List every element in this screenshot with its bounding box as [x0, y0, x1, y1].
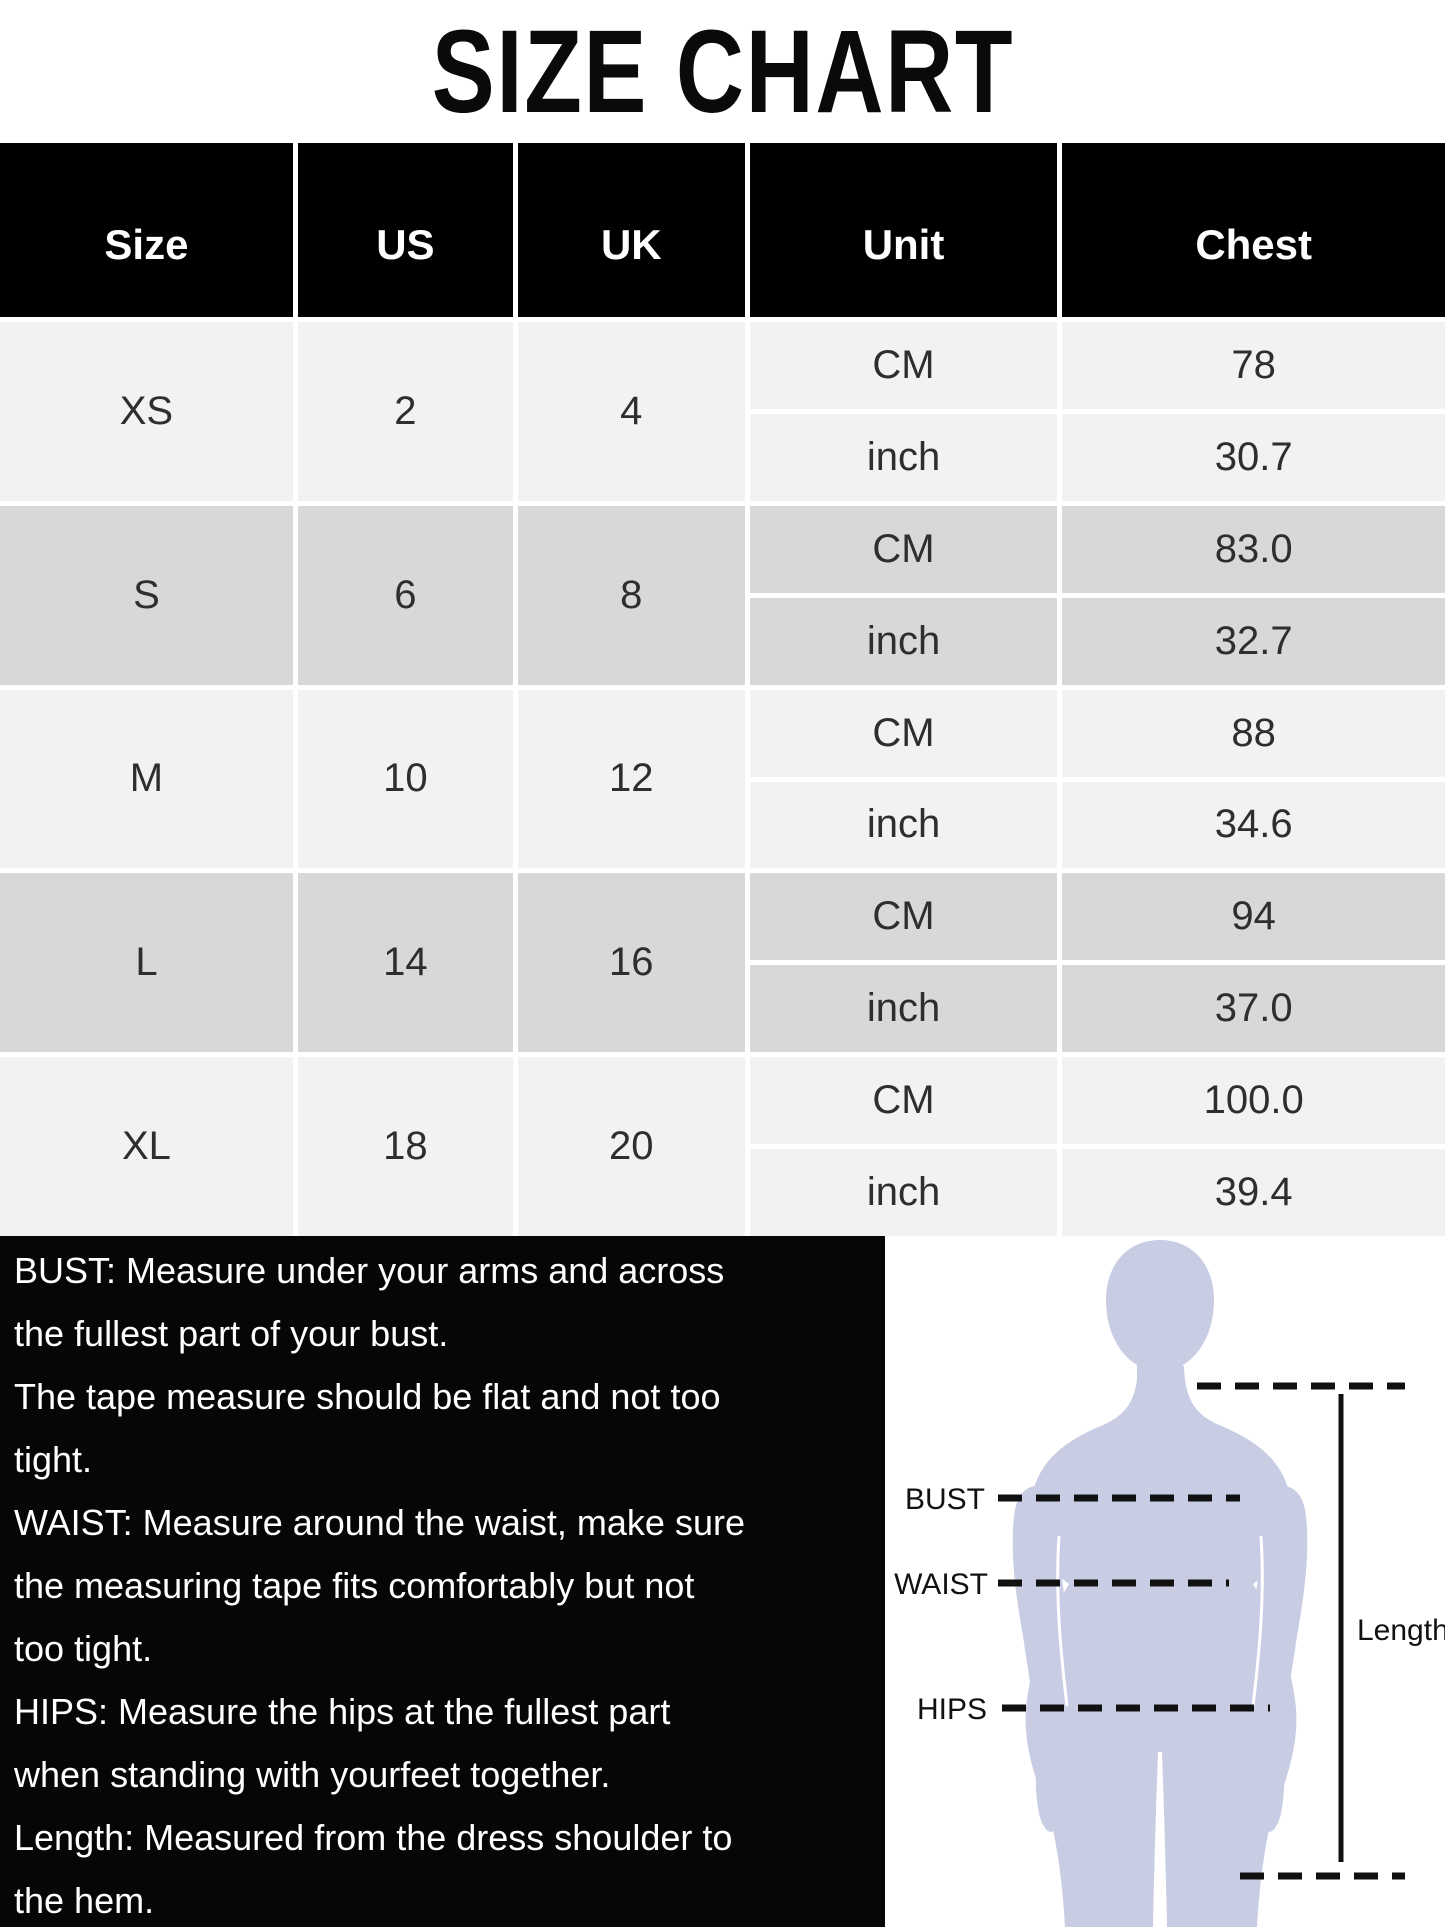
bottom-section: BUST: Measure under your arms and across…: [0, 1236, 1445, 1927]
chest-inch-cell: 37.0: [1062, 965, 1445, 1053]
instruction-line: too tight.: [14, 1628, 153, 1669]
instruction-line: tight.: [14, 1439, 93, 1480]
us-cell: 14: [297, 873, 513, 1053]
unit-inch-cell: inch: [749, 965, 1058, 1053]
instruction-line: when standing with yourfeet together.: [14, 1754, 611, 1795]
size-cell: M: [0, 689, 293, 869]
size-cell: XL: [0, 1057, 293, 1236]
page-title: SIZE CHART: [431, 5, 1014, 138]
size-cell: S: [0, 505, 293, 685]
instruction-line: The tape measure should be flat and not …: [14, 1376, 721, 1417]
unit-inch-cell: inch: [749, 1149, 1058, 1236]
page-title-bar: SIZE CHART: [0, 0, 1445, 143]
size-cell: XS: [0, 322, 293, 501]
measuring-instructions: BUST: Measure under your arms and across…: [0, 1236, 885, 1927]
instruction-line: the fullest part of your bust.: [14, 1313, 449, 1354]
uk-cell: 20: [517, 1057, 745, 1236]
instruction-line: HIPS: Measure the hips at the fullest pa…: [14, 1691, 671, 1732]
uk-cell: 12: [517, 689, 745, 869]
col-header-us: US: [297, 143, 513, 317]
length-label: Length: [1357, 1614, 1445, 1647]
instruction-line: Length: Measured from the dress shoulder…: [14, 1817, 733, 1858]
unit-cm-cell: CM: [749, 689, 1058, 777]
us-cell: 10: [297, 689, 513, 869]
chest-cm-cell: 78: [1062, 322, 1445, 409]
chest-inch-cell: 34.6: [1062, 781, 1445, 869]
bust-label: BUST: [905, 1483, 985, 1516]
chest-inch-cell: 30.7: [1062, 413, 1445, 501]
hips-label: HIPS: [917, 1693, 987, 1726]
chest-inch-cell: 39.4: [1062, 1149, 1445, 1236]
right-arm-gap: [1251, 1535, 1264, 1707]
unit-cm-cell: CM: [749, 1057, 1058, 1145]
unit-inch-cell: inch: [749, 413, 1058, 501]
size-cell: L: [0, 873, 293, 1053]
chest-cm-cell: 83.0: [1062, 505, 1445, 593]
chest-inch-cell: 32.7: [1062, 597, 1445, 685]
instruction-line: BUST: Measure under your arms and across: [14, 1250, 725, 1291]
chest-cm-cell: 100.0: [1062, 1057, 1445, 1145]
instruction-line: WAIST: Measure around the waist, make su…: [14, 1502, 745, 1543]
unit-inch-cell: inch: [749, 781, 1058, 869]
chest-cm-cell: 88: [1062, 689, 1445, 777]
unit-cm-cell: CM: [749, 322, 1058, 409]
uk-cell: 4: [517, 322, 745, 501]
uk-cell: 16: [517, 873, 745, 1053]
col-header-unit: Unit: [749, 143, 1058, 317]
us-cell: 2: [297, 322, 513, 501]
col-header-uk: UK: [517, 143, 745, 317]
uk-cell: 8: [517, 505, 745, 685]
unit-cm-cell: CM: [749, 505, 1058, 593]
unit-inch-cell: inch: [749, 597, 1058, 685]
instruction-line: the hem.: [14, 1880, 155, 1921]
us-cell: 18: [297, 1057, 513, 1236]
instruction-line: the measuring tape fits comfortably but …: [14, 1565, 695, 1606]
col-header-size: Size: [0, 143, 293, 317]
size-table: Size US UK Unit Chest XS 2 4 CM 78 inch …: [0, 143, 1445, 1236]
female-silhouette: [1012, 1240, 1308, 1927]
us-cell: 6: [297, 505, 513, 685]
chest-cm-cell: 94: [1062, 873, 1445, 961]
left-arm-gap: [1056, 1535, 1069, 1707]
unit-cm-cell: CM: [749, 873, 1058, 961]
col-header-chest: Chest: [1062, 143, 1445, 317]
waist-label: WAIST: [894, 1568, 988, 1601]
measurement-diagram: BUST WAIST HIPS Length: [885, 1236, 1445, 1927]
